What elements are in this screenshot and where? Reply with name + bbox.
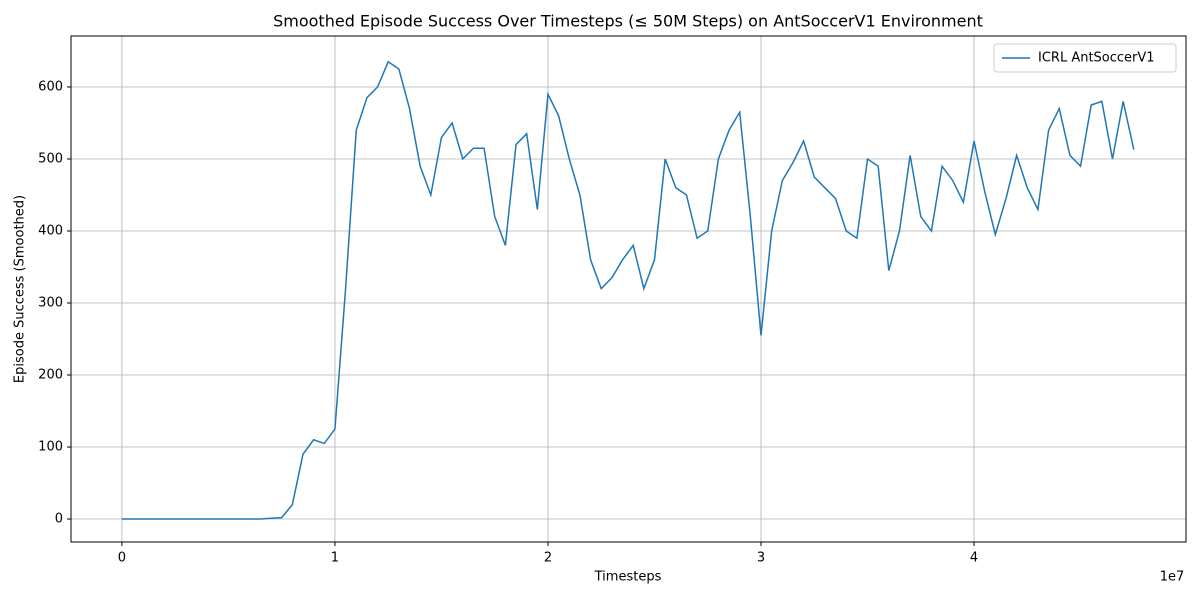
legend-box [993,43,1177,73]
x-tick-label: 3 [757,551,765,566]
y-tick-label: 400 [38,223,63,238]
x-tick-label: 1 [331,551,339,566]
y-axis-label: Episode Success (Smoothed) [13,195,28,383]
x-tick-label: 0 [118,551,126,566]
plot-frame [70,35,1187,543]
y-tick-label: 600 [38,79,63,94]
y-tick-label: 300 [38,296,63,311]
legend-label: ICRL AntSoccerV1 [1038,51,1155,66]
y-tick-label: 500 [38,151,63,166]
x-axis-label: Timesteps [594,570,662,585]
y-tick-label: 0 [55,512,63,527]
chart-title: Smoothed Episode Success Over Timesteps … [273,12,983,31]
x-tick-label: 2 [544,551,552,566]
series-line [121,60,1135,520]
x-offset-label: 1e7 [1160,570,1185,585]
y-tick-label: 100 [38,440,63,455]
y-tick-label: 200 [38,368,63,383]
x-tick-label: 4 [970,551,978,566]
